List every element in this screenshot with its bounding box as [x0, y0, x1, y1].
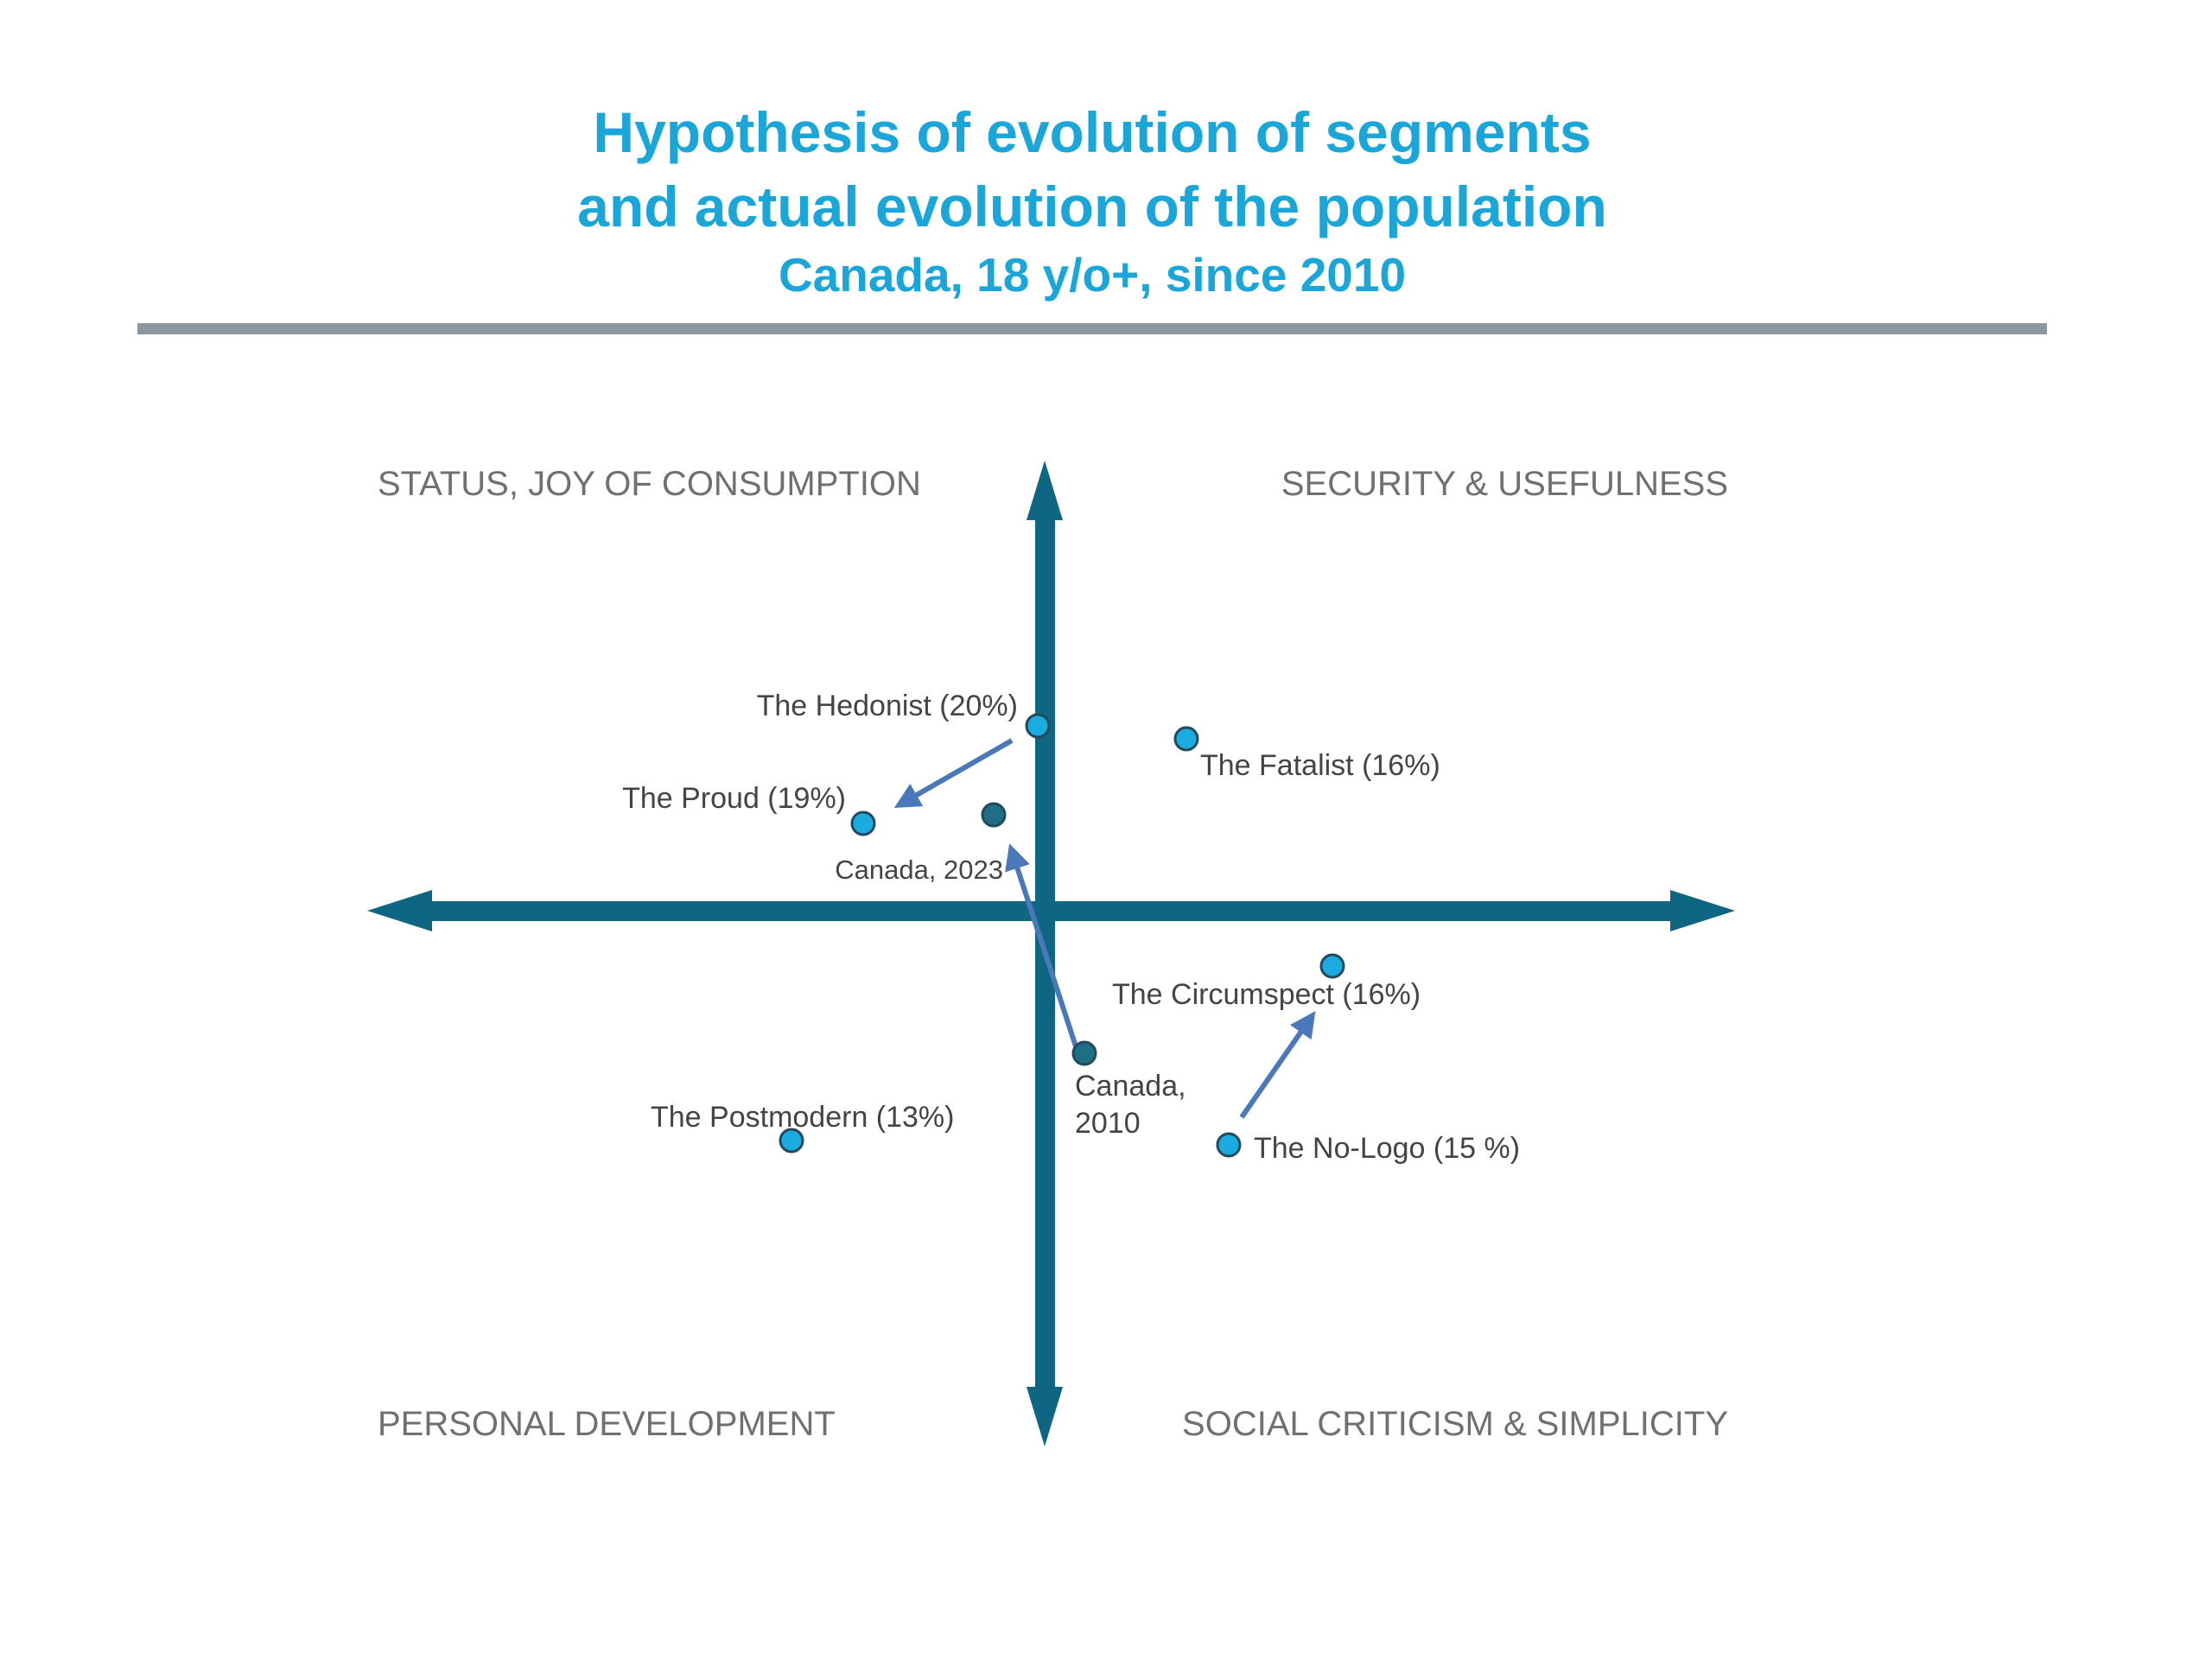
arrow-head: [1670, 890, 1735, 931]
node-label: 2010: [1075, 1107, 1141, 1140]
segment-dot: [1173, 726, 1199, 752]
segment-dot: [1216, 1132, 1242, 1158]
arrow: [893, 738, 1014, 808]
node-label: The Fatalist (16%): [1200, 749, 1440, 782]
evolution-arrows: [893, 738, 1316, 1119]
arrow-head: [367, 890, 432, 931]
segment-dot: [779, 1128, 804, 1154]
divider: [137, 323, 2047, 334]
quadrant-label: SOCIAL CRITICISM & SIMPLICITY: [1182, 1405, 1728, 1443]
axes: [367, 461, 1735, 1446]
nodes: The Hedonist (20%) The Fatalist (16%) The …: [622, 690, 1520, 1165]
arrow-head: [1027, 1387, 1063, 1446]
quadrant-label: SECURITY & USEFULNESS: [1281, 465, 1728, 503]
horizontal-axis: [428, 901, 1672, 921]
node-label: The No-Logo (15 %): [1254, 1132, 1520, 1165]
segment-dot: [1319, 953, 1345, 979]
node-label: Canada,: [1075, 1070, 1186, 1103]
node-label: The Hedonist (20%): [757, 690, 1018, 722]
quadrant-label: PERSONAL DEVELOPMENT: [378, 1405, 836, 1443]
title: Hypothesis of evolution of segments: [593, 100, 1591, 164]
segment-dot: [1025, 713, 1051, 739]
node-label: The Proud (19%): [622, 782, 846, 815]
reference-dot: [1071, 1040, 1097, 1066]
subtitle: Canada, 18 y/o+, since 2010: [779, 248, 1406, 302]
node-label: The Postmodern (13%): [651, 1101, 955, 1134]
reference-dot: [981, 802, 1007, 828]
arrow: [1005, 843, 1078, 1047]
arrow: [1239, 1011, 1316, 1119]
segment-dot: [850, 810, 876, 836]
title: and actual evolution of the population: [577, 175, 1607, 238]
node-label: The Circumspect (16%): [1112, 978, 1421, 1011]
node-label: Canada, 2023: [835, 855, 1003, 885]
quadrant-label: STATUS, JOY OF CONSUMPTION: [378, 465, 921, 503]
arrow-head: [1027, 461, 1063, 520]
